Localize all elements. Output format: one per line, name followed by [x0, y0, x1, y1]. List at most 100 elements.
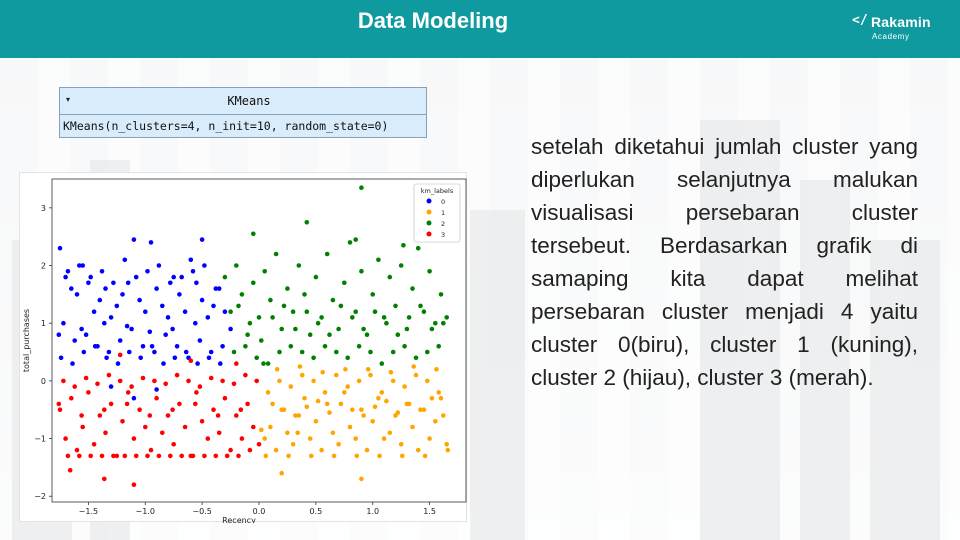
scatter-point-cluster-3	[154, 395, 159, 401]
scatter-point-cluster-3	[236, 453, 241, 459]
scatter-point-cluster-2	[379, 361, 385, 366]
scatter-point-cluster-3	[65, 453, 71, 459]
scatter-point-cluster-0	[145, 269, 150, 274]
scatter-point-cluster-3	[254, 378, 259, 384]
scatter-point-cluster-2	[401, 243, 406, 248]
scatter-point-cluster-1	[361, 413, 366, 418]
scatter-point-cluster-1	[421, 407, 427, 412]
scatter-point-cluster-0	[199, 297, 205, 303]
scatter-point-cluster-3	[156, 453, 162, 459]
scatter-point-cluster-0	[133, 274, 139, 280]
scatter-point-cluster-0	[103, 286, 108, 291]
scatter-point-cluster-0	[111, 280, 116, 286]
scatter-point-cluster-2	[350, 315, 355, 320]
scatter-point-cluster-3	[69, 395, 74, 401]
scatter-point-cluster-0	[168, 280, 173, 286]
scatter-point-cluster-1	[327, 410, 332, 415]
y-tick-label: −1	[34, 435, 46, 444]
collapse-caret-icon[interactable]: ▾	[66, 95, 71, 104]
scatter-point-cluster-0	[80, 263, 85, 268]
scatter-point-cluster-3	[234, 361, 239, 366]
scatter-point-cluster-0	[63, 274, 68, 280]
scatter-point-cluster-1	[350, 407, 355, 412]
scatter-point-cluster-3	[145, 453, 150, 459]
scatter-point-cluster-2	[261, 361, 266, 366]
scatter-point-cluster-1	[262, 436, 267, 441]
scatter-plot-frame: −1.5 −1.0 −0.5 0.0 0.5 1.0 1.5 −2 −1 0 1 2 3 Recency t…	[19, 172, 467, 523]
scatter-point-cluster-2	[404, 326, 410, 332]
scatter-point-cluster-2	[231, 349, 237, 355]
scatter-point-cluster-3	[222, 395, 228, 401]
scatter-point-cluster-1	[368, 372, 373, 378]
scatter-point-cluster-0	[208, 349, 214, 355]
scatter-point-cluster-3	[143, 424, 148, 430]
scatter-point-cluster-2	[315, 320, 321, 326]
scatter-point-cluster-2	[370, 292, 376, 297]
scatter-point-cluster-2	[361, 326, 366, 332]
scatter-point-cluster-0	[117, 338, 123, 343]
scatter-point-cluster-3	[131, 482, 137, 488]
scatter-point-cluster-2	[243, 344, 248, 349]
scatter-point-cluster-1	[259, 427, 264, 433]
scatter-point-cluster-1	[293, 413, 298, 418]
scatter-point-cluster-3	[124, 401, 130, 407]
scatter-point-cluster-1	[359, 407, 364, 412]
scatter-point-cluster-2	[410, 286, 415, 291]
scatter-point-cluster-3	[228, 447, 233, 453]
scatter-point-cluster-1	[425, 378, 430, 384]
scatter-point-cluster-0	[218, 361, 223, 366]
scatter-point-cluster-2	[247, 320, 253, 326]
scatter-point-cluster-3	[247, 447, 253, 453]
scatter-point-cluster-3	[231, 381, 237, 387]
scatter-point-cluster-2	[251, 231, 256, 237]
scatter-point-cluster-1	[354, 453, 360, 459]
scatter-point-cluster-2	[372, 309, 378, 314]
scatter-point-cluster-0	[77, 263, 82, 268]
legend-marker-2	[426, 220, 432, 226]
scatter-point-cluster-0	[79, 326, 84, 332]
scatter-point-cluster-1	[277, 378, 282, 384]
scatter-point-cluster-0	[99, 269, 105, 274]
scatter-point-cluster-3	[168, 453, 173, 459]
scatter-point-cluster-1	[365, 367, 371, 372]
scatter-point-cluster-0	[148, 240, 154, 245]
scatter-point-cluster-0	[163, 332, 168, 337]
scatter-point-cluster-3	[122, 453, 128, 459]
scatter-point-cluster-1	[309, 453, 314, 459]
scatter-point-cluster-0	[195, 361, 200, 366]
x-tick-label: 0.5	[310, 507, 323, 516]
kmeans-estimator-box[interactable]: ▾ KMeans KMeans(n_clusters=4, n_init=10,…	[59, 87, 427, 138]
scatter-point-cluster-2	[270, 315, 275, 320]
scatter-point-cluster-0	[171, 274, 176, 280]
scatter-point-cluster-2	[236, 303, 241, 309]
legend-label-3: 3	[441, 231, 445, 239]
scatter-point-cluster-2	[311, 355, 316, 361]
scatter-point-cluster-0	[106, 349, 112, 355]
scatter-point-cluster-0	[74, 292, 80, 297]
scatter-point-cluster-1	[297, 364, 303, 369]
scatter-point-cluster-2	[418, 303, 423, 309]
scatter-point-cluster-0	[72, 338, 77, 343]
scatter-point-cluster-3	[182, 424, 188, 430]
scatter-point-cluster-3	[256, 442, 262, 447]
scatter-point-cluster-2	[319, 315, 324, 320]
kmeans-header[interactable]: ▾ KMeans	[60, 88, 426, 114]
scatter-point-cluster-3	[243, 372, 248, 378]
scatter-point-cluster-1	[342, 390, 347, 395]
scatter-point-cluster-3	[97, 413, 103, 418]
scatter-point-cluster-3	[108, 401, 114, 407]
scatter-point-cluster-2	[353, 237, 359, 242]
scatter-point-cluster-0	[86, 280, 91, 286]
scatter-point-cluster-1	[387, 430, 393, 436]
scatter-point-cluster-0	[127, 349, 132, 355]
scatter-point-cluster-1	[377, 453, 382, 459]
x-tick-label: −1.0	[136, 507, 155, 516]
scatter-point-cluster-1	[347, 424, 353, 430]
scatter-point-cluster-3	[57, 407, 63, 412]
scatter-point-cluster-2	[313, 274, 319, 280]
scatter-point-cluster-3	[133, 453, 139, 459]
scatter-point-cluster-2	[293, 326, 298, 332]
logo-mark-icon: </	[852, 13, 868, 28]
scatter-point-cluster-2	[228, 309, 233, 314]
scatter-point-cluster-2	[304, 220, 310, 225]
